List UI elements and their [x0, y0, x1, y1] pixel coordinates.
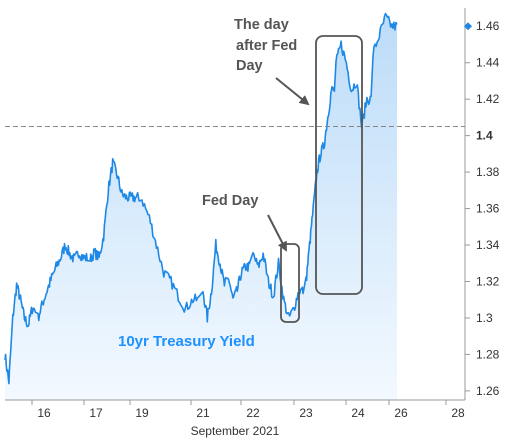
x-tick-label: 22: [246, 406, 260, 420]
y-tick-label: 1.42: [476, 92, 500, 106]
y-tick-label: 1.3: [476, 311, 493, 325]
annotation-after-fed-line-1: The day: [234, 17, 289, 33]
annotation-fed-day: Fed Day: [202, 193, 258, 209]
after-fed-arrow: [275, 77, 310, 106]
x-tick-label: 26: [394, 406, 408, 420]
series-line: [4, 12, 398, 385]
series-line-layer: [4, 12, 398, 385]
y-tick-label: 1.28: [476, 347, 500, 361]
annotation-after-fed-line-3: Day: [236, 58, 263, 74]
x-tick-label: 17: [89, 406, 103, 420]
x-tick-label: 16: [37, 406, 51, 420]
y-tick-label: 1.46: [476, 19, 500, 33]
x-tick-label: 28: [451, 406, 465, 420]
current-value-marker: [464, 22, 472, 31]
x-tick-label: 21: [196, 406, 210, 420]
axis-layer: 1.26 1.28 1.3 1.32 1.34 1.36 1.38 1.4 1.42 1.44 1.…: [5, 8, 500, 438]
annotation-after-fed-line-2: after Fed: [236, 38, 297, 54]
y-tick-label: 1.36: [476, 202, 500, 216]
y-tick-label: 1.34: [476, 238, 500, 252]
fed-day-box: [280, 243, 300, 323]
x-axis-title: September 2021: [191, 424, 280, 438]
y-tick-label: 1.38: [476, 165, 500, 179]
x-tick-label: 23: [299, 406, 313, 420]
x-tick-label: 19: [135, 406, 149, 420]
y-tick-label: 1.4: [476, 129, 493, 143]
y-tick-label: 1.26: [476, 384, 500, 398]
after-fed-box: [315, 35, 363, 295]
y-tick-label: 1.44: [476, 56, 500, 70]
y-tick-label: 1.32: [476, 274, 500, 288]
series-label: 10yr Treasury Yield: [118, 333, 255, 350]
x-tick-label: 24: [351, 406, 365, 420]
